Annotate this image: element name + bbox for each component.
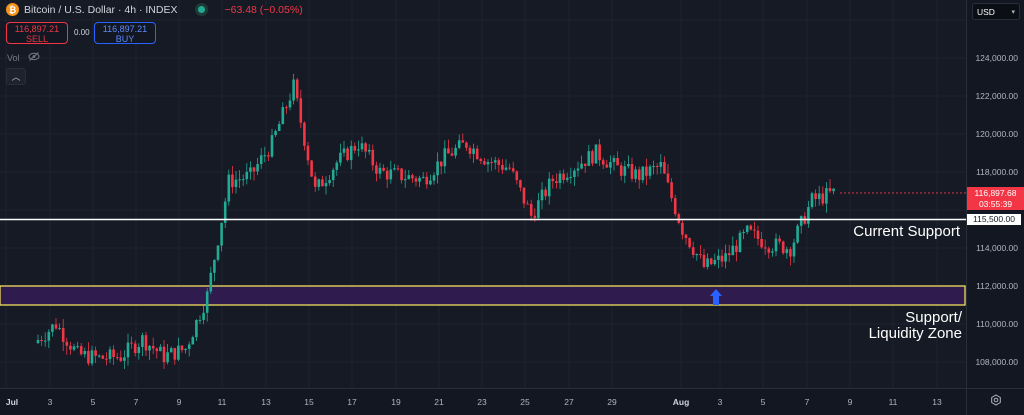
last-price-tag: 116,897.68 03:55:39 [967, 187, 1024, 210]
time-label: 17 [347, 397, 357, 407]
eye-off-icon[interactable] [28, 52, 40, 63]
chart-pane[interactable]: ₿ Bitcoin / U.S. Dollar · 4h · INDEX −63… [0, 0, 966, 388]
time-label: 13 [261, 397, 271, 407]
time-label: 11 [888, 397, 898, 407]
spread-value: 0.00 [74, 28, 90, 37]
time-label: 7 [133, 397, 139, 407]
time-label: 23 [477, 397, 487, 407]
liquidity-zone-label: Support/ Liquidity Zone [869, 310, 962, 342]
time-label: 7 [804, 397, 810, 407]
time-label: 3 [47, 397, 53, 407]
zone-label-line1: Support/ [905, 309, 962, 326]
current-support-label: Current Support [853, 223, 960, 240]
zone-label-line2: Liquidity Zone [868, 325, 962, 342]
time-label: 25 [520, 397, 530, 407]
buy-label: BUY [115, 34, 135, 44]
time-label: Jul [5, 397, 19, 407]
time-label: 9 [847, 397, 853, 407]
time-label: 19 [391, 397, 401, 407]
symbol-legend: ₿ Bitcoin / U.S. Dollar · 4h · INDEX −63… [6, 3, 303, 16]
volume-label: Vol [7, 52, 20, 63]
market-open-dot-icon [198, 6, 206, 13]
sell-button[interactable]: 116,897.21 SELL [6, 22, 68, 44]
time-label: 5 [90, 397, 96, 407]
chevron-down-icon: ▾ [1011, 8, 1015, 16]
price-label: 112,000.00 [976, 281, 1018, 291]
price-label: 120,000.00 [975, 129, 1018, 139]
price-label: 108,000.00 [975, 357, 1018, 367]
price-label: 118,000.00 [976, 167, 1018, 177]
last-price-value: 116,897.68 [974, 188, 1017, 198]
price-label: 122,000.00 [975, 91, 1018, 101]
price-label: 124,000.00 [975, 53, 1018, 63]
time-label: 5 [760, 397, 766, 407]
time-label: 15 [304, 397, 314, 407]
time-label: 27 [564, 397, 574, 407]
time-label: 29 [607, 397, 617, 407]
currency-select[interactable]: USD ▾ [972, 3, 1020, 20]
price-label: 114,000.00 [976, 243, 1018, 253]
collapse-legend-button[interactable]: ︿ [6, 68, 26, 85]
sell-label: SELL [25, 34, 49, 44]
support-price-tag: 115,500.00 [967, 214, 1021, 225]
bitcoin-icon: ₿ [6, 3, 19, 16]
price-label: 110,000.00 [976, 319, 1018, 329]
buy-button[interactable]: 116,897.21 BUY [94, 22, 156, 44]
time-label: 21 [434, 397, 444, 407]
volume-indicator[interactable]: Vol [7, 52, 40, 63]
time-label: 3 [717, 397, 723, 407]
chevron-up-icon: ︿ [11, 72, 21, 82]
time-label: 9 [176, 397, 182, 407]
time-axis[interactable]: Jul 3 5 7 9 11 13 15 17 19 21 23 25 27 29 Aug 3 5 7 9 11 13 [0, 388, 966, 415]
time-label: 11 [217, 397, 227, 407]
up-arrow-icon [710, 289, 722, 305]
time-label: Aug [672, 397, 690, 407]
buy-price: 116,897.21 [102, 24, 148, 34]
candlestick-chart[interactable] [0, 0, 966, 388]
currency-value: USD [977, 6, 995, 17]
price-change: −63.48 (−0.05%) [224, 3, 303, 16]
candle-countdown: 03:55:39 [978, 199, 1013, 209]
sell-price: 116,897.21 [14, 24, 60, 34]
time-label: 13 [932, 397, 942, 407]
axis-settings-button[interactable] [966, 388, 1024, 415]
gear-icon [990, 393, 1002, 411]
symbol-title[interactable]: Bitcoin / U.S. Dollar · 4h · INDEX [24, 3, 178, 16]
